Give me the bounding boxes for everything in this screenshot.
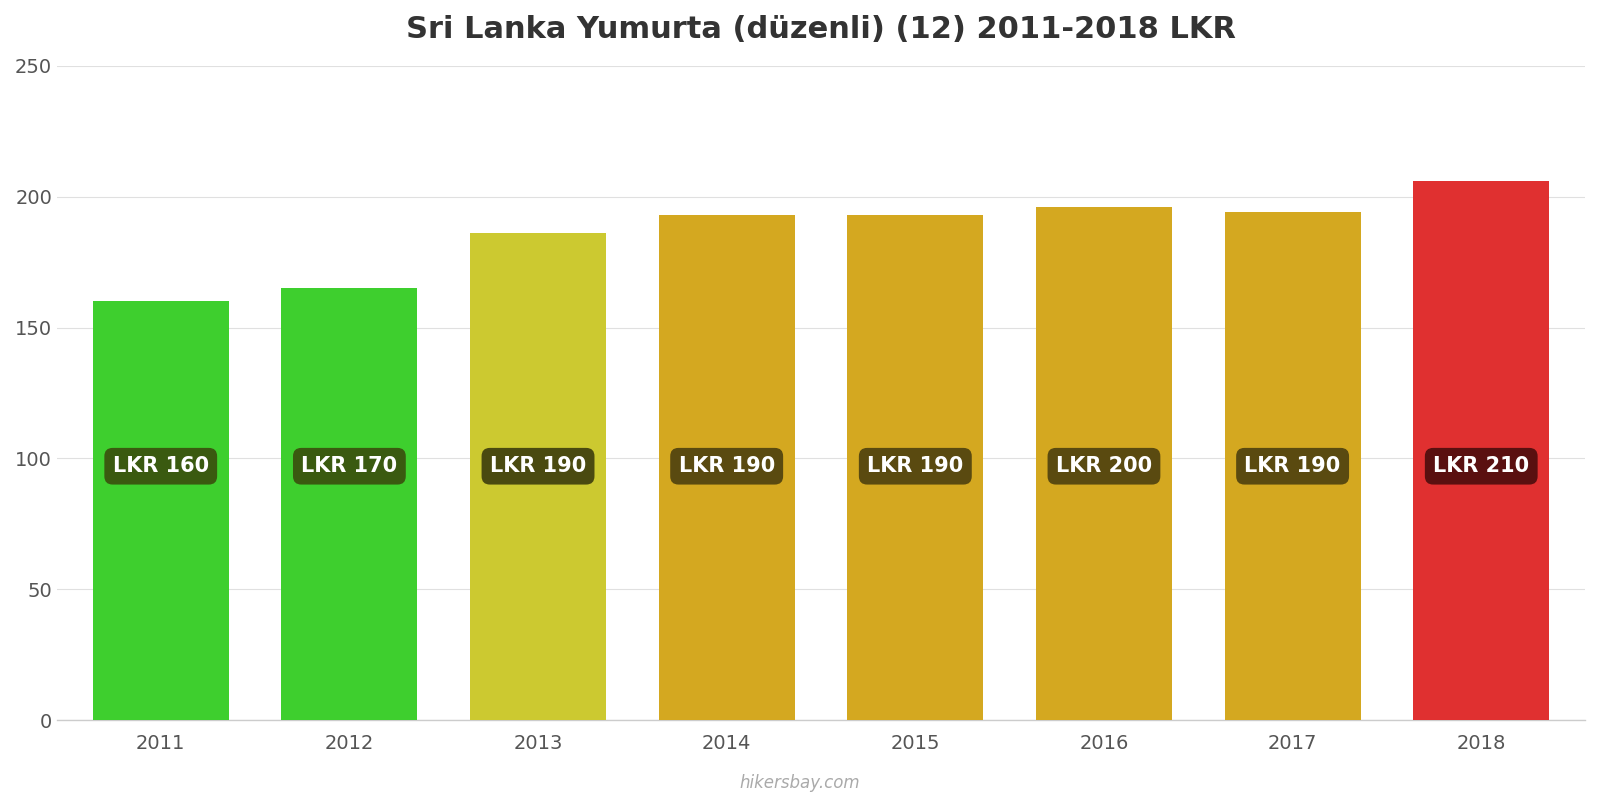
Text: LKR 190: LKR 190 [867, 456, 963, 476]
Bar [1413, 181, 1549, 720]
Text: LKR 170: LKR 170 [301, 456, 397, 476]
Text: hikersbay.com: hikersbay.com [739, 774, 861, 792]
Bar [470, 234, 606, 720]
Text: LKR 160: LKR 160 [112, 456, 210, 476]
Text: LKR 210: LKR 210 [1434, 456, 1530, 476]
Bar [282, 288, 418, 720]
Text: LKR 190: LKR 190 [490, 456, 586, 476]
Bar [93, 302, 229, 720]
Bar [1037, 207, 1171, 720]
Title: Sri Lanka Yumurta (düzenli) (12) 2011-2018 LKR: Sri Lanka Yumurta (düzenli) (12) 2011-20… [406, 15, 1235, 44]
Bar [659, 215, 795, 720]
Text: LKR 190: LKR 190 [678, 456, 774, 476]
Bar [1224, 212, 1360, 720]
Bar [848, 215, 984, 720]
Text: LKR 200: LKR 200 [1056, 456, 1152, 476]
Text: LKR 190: LKR 190 [1245, 456, 1341, 476]
